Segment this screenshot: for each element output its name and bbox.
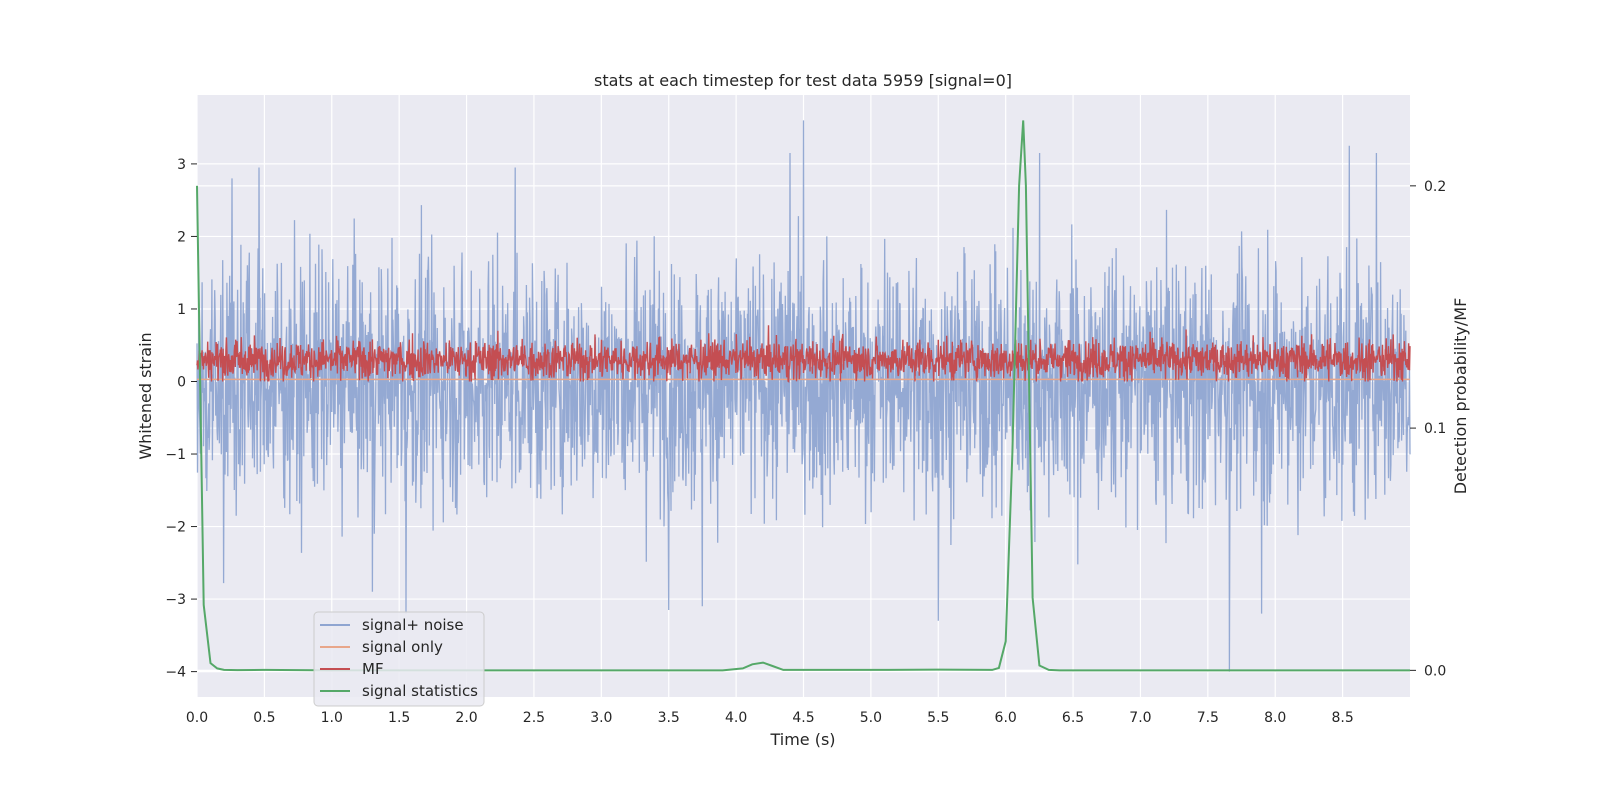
x-tick-label: 4.0 — [725, 710, 747, 726]
legend-box — [313, 611, 485, 707]
legend: signal+ noise signal only MF signal stat… — [313, 611, 485, 707]
x-tick-label: 0.0 — [186, 710, 208, 726]
y-tick-label: −1 — [165, 447, 186, 463]
y-tick-label: −4 — [165, 665, 186, 681]
legend-label-statistics: signal statistics — [362, 682, 478, 700]
x-tick-label: 7.0 — [1129, 710, 1151, 726]
x-tick-label: 0.5 — [253, 710, 275, 726]
y-tick-label: 0 — [177, 374, 186, 390]
x-tick-label: 5.5 — [927, 710, 949, 726]
x-tick-label: 2.5 — [523, 710, 545, 726]
y2-tick-label: 0.2 — [1424, 179, 1446, 195]
x-tick-label: 7.5 — [1197, 710, 1219, 726]
x-tick-label: 4.5 — [792, 710, 814, 726]
legend-label-mf: MF — [362, 660, 384, 678]
legend-label-signal-only: signal only — [362, 638, 443, 656]
plot-series — [196, 120, 1411, 672]
tick-labels: 0.0 0.5 1.0 1.5 2.0 2.5 3.0 3.5 4.0 4.5 5.0 5.5 6.0 6… — [165, 157, 1446, 726]
x-tick-label: 5.0 — [860, 710, 882, 726]
x-tick-label: 1.5 — [388, 710, 410, 726]
y-tick-label: −2 — [165, 520, 186, 536]
x-tick-label: 3.5 — [658, 710, 680, 726]
x-tick-label: 6.5 — [1062, 710, 1084, 726]
x-axis-label: Time (s) — [769, 730, 835, 749]
y2-tick-label: 0.0 — [1424, 663, 1446, 679]
series-signal-statistics — [196, 120, 1410, 672]
chart-title: stats at each timestep for test data 595… — [594, 71, 1012, 90]
x-tick-label: 2.0 — [455, 710, 477, 726]
y-tick-label: 1 — [177, 302, 186, 318]
y2-axis-label: Detection probability/MF — [1451, 298, 1470, 495]
x-tick-label: 8.5 — [1331, 710, 1353, 726]
x-tick-label: 1.0 — [321, 710, 343, 726]
y-tick-label: −3 — [165, 592, 186, 608]
x-tick-label: 3.0 — [590, 710, 612, 726]
x-tick-label: 6.0 — [995, 710, 1017, 726]
y2-tick-label: 0.1 — [1424, 421, 1446, 437]
y-tick-label: 3 — [177, 157, 186, 173]
y-axis-label: Whitened strain — [136, 332, 155, 459]
legend-label-signal-noise: signal+ noise — [362, 616, 464, 634]
x-tick-label: 8.0 — [1264, 710, 1286, 726]
y-tick-label: 2 — [177, 229, 186, 245]
series-mf — [196, 325, 1411, 383]
